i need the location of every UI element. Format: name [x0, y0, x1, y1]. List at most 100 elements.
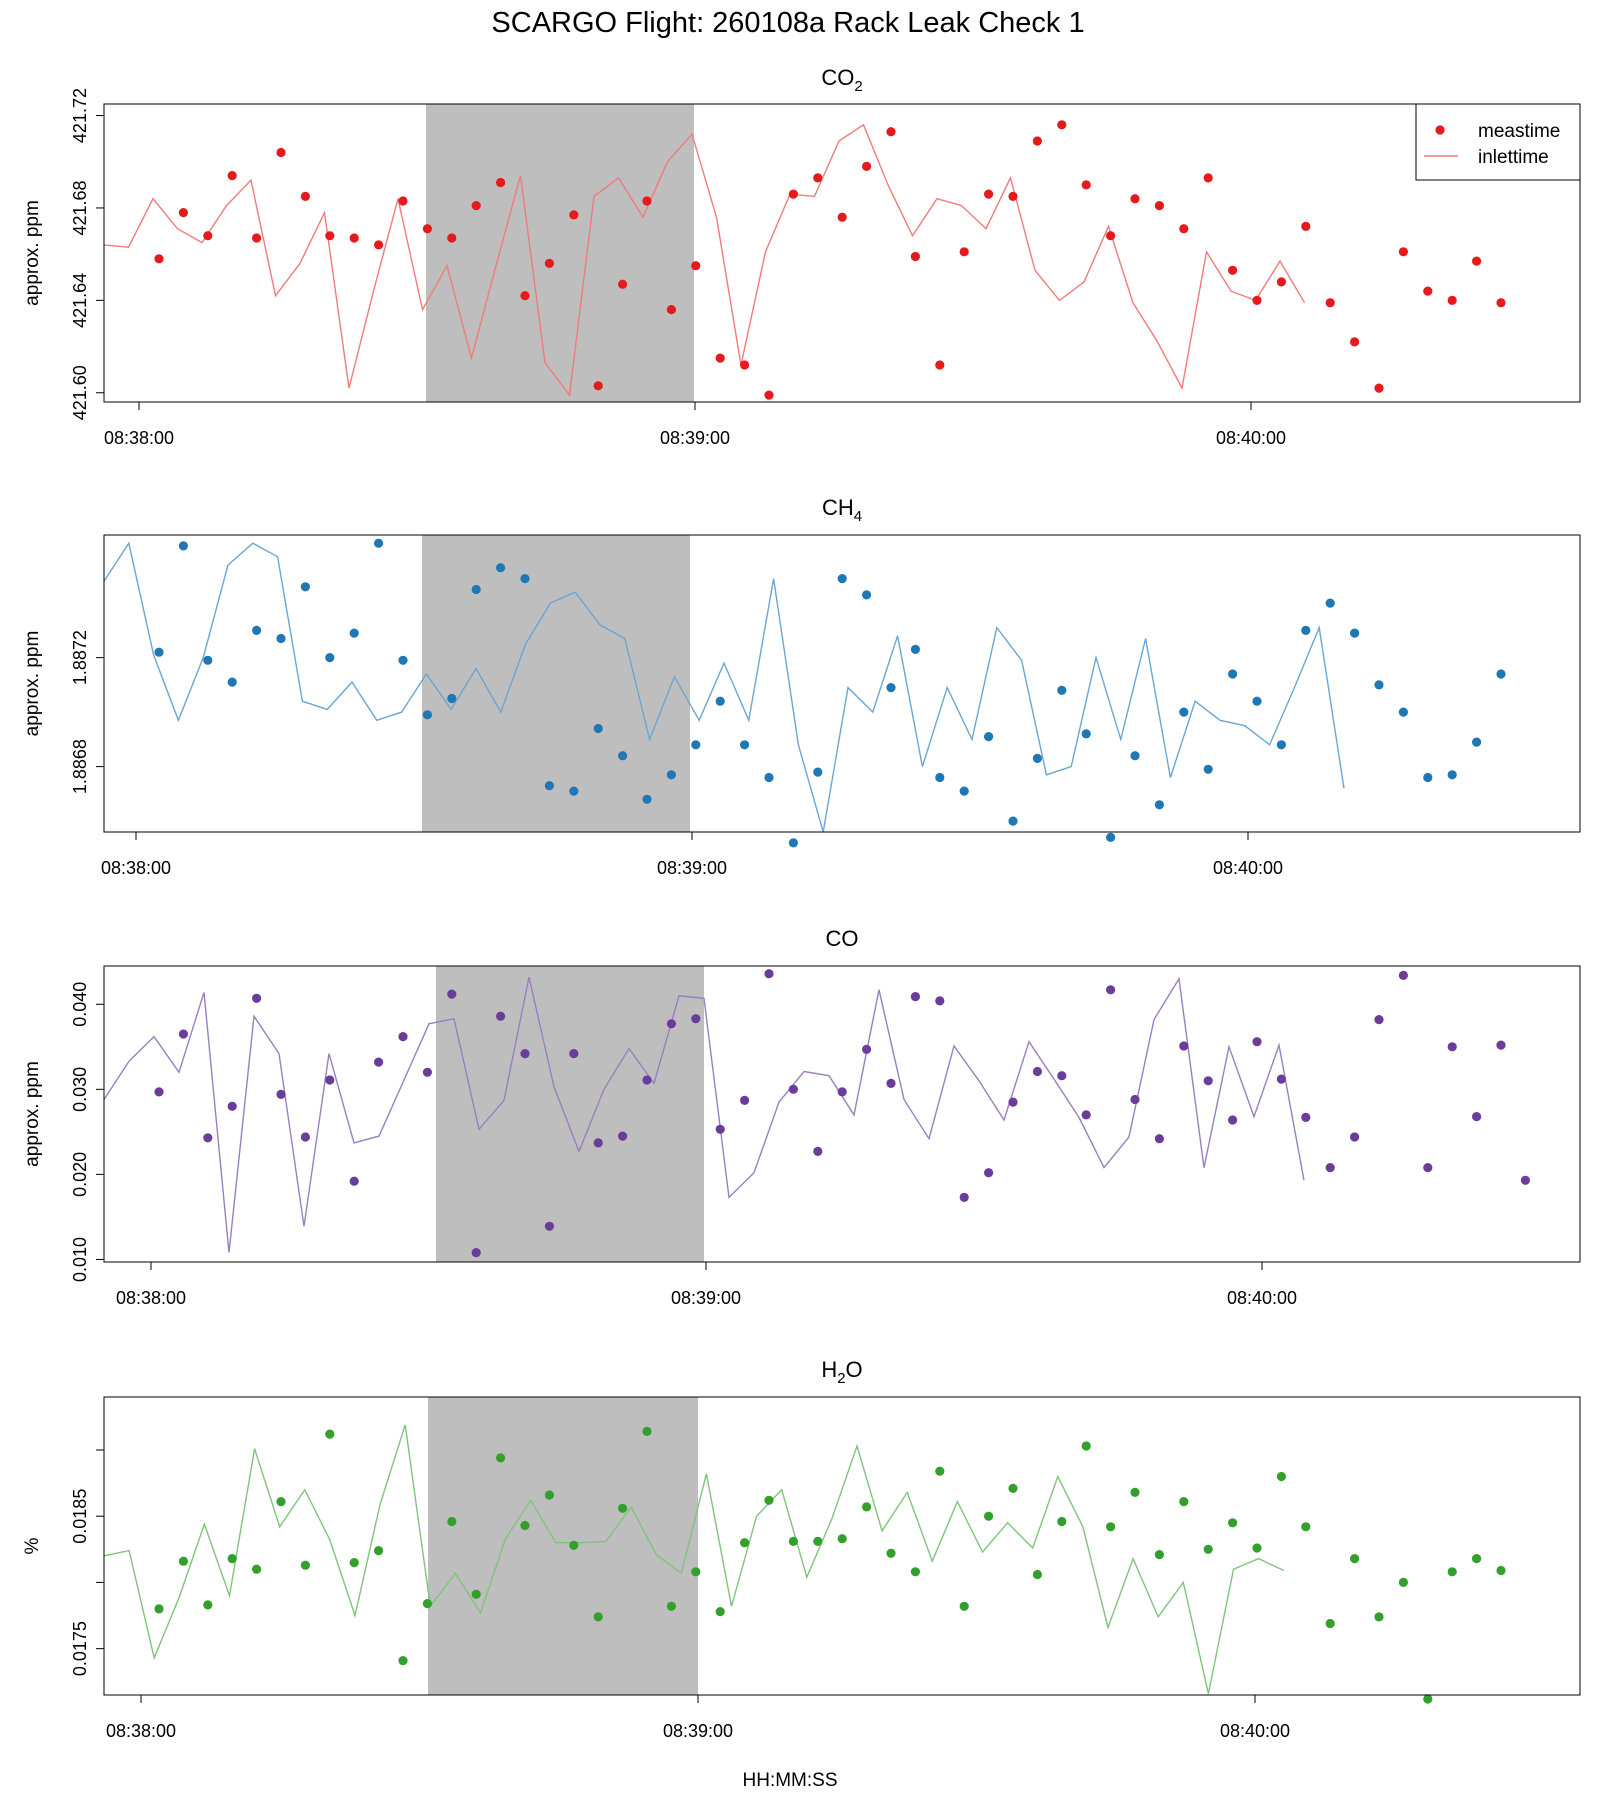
data-point-meastime — [496, 1011, 506, 1021]
data-point-meastime — [398, 1032, 408, 1042]
data-point-meastime — [666, 770, 677, 780]
data-point-meastime — [1154, 201, 1164, 211]
data-point-meastime — [1374, 383, 1384, 393]
x-axis-label: HH:MM:SS — [743, 1770, 838, 1791]
data-point-meastime — [1203, 764, 1213, 774]
panel-title-subscript: 4 — [854, 508, 862, 525]
data-point-meastime — [1350, 1554, 1360, 1564]
data-point-meastime — [1106, 1522, 1116, 1532]
data-point-meastime — [569, 210, 579, 220]
data-point-meastime — [1106, 985, 1116, 995]
data-point-meastime — [788, 838, 799, 848]
data-point-meastime — [300, 1560, 310, 1570]
data-point-meastime — [1374, 1015, 1384, 1025]
data-point-meastime — [154, 1604, 164, 1614]
data-point-meastime — [813, 1536, 823, 1546]
data-point-meastime — [227, 1101, 237, 1111]
data-point-meastime — [740, 1538, 750, 1548]
data-point-meastime — [1228, 669, 1238, 679]
data-point-meastime — [1325, 298, 1335, 308]
data-point-meastime — [642, 794, 652, 804]
legend: meastime inlettime — [1415, 103, 1581, 181]
y-tick-label: 0.0175 — [70, 1621, 90, 1676]
data-point-meastime — [764, 969, 774, 979]
data-point-meastime — [1008, 1097, 1018, 1107]
data-point-meastime — [837, 574, 847, 584]
x-tick-label: 08:40:00 — [1213, 858, 1283, 878]
data-point-meastime — [496, 563, 506, 573]
data-point-meastime — [715, 696, 725, 706]
y-tick-label: 421.72 — [70, 88, 90, 143]
data-point-meastime — [325, 1429, 335, 1439]
data-point-meastime — [203, 1600, 213, 1610]
data-point-meastime — [593, 1138, 603, 1148]
data-point-meastime — [1057, 120, 1067, 130]
data-point-meastime — [154, 254, 164, 264]
data-point-meastime — [1520, 1175, 1530, 1185]
panel-co2: CO2 421.60 421.64 421.68 421.72 approx. ppm 08… — [22, 65, 1581, 448]
data-point-meastime — [1228, 1518, 1238, 1528]
y-tick-label: 0.0185 — [70, 1489, 90, 1544]
data-point-meastime — [1252, 696, 1262, 706]
data-point-meastime — [837, 212, 847, 222]
data-point-meastime — [252, 1564, 262, 1574]
data-point-meastime — [1472, 737, 1482, 747]
data-point-meastime — [788, 189, 799, 199]
data-point-meastime — [227, 171, 237, 181]
data-point-meastime — [642, 196, 652, 206]
data-point-meastime — [1447, 1567, 1457, 1577]
data-point-meastime — [618, 279, 628, 289]
data-point-meastime — [1398, 970, 1408, 981]
data-point-meastime — [1350, 337, 1360, 347]
data-point-meastime — [1350, 1132, 1360, 1142]
data-point-meastime — [374, 538, 384, 548]
data-point-meastime — [252, 625, 262, 636]
data-point-meastime — [520, 291, 530, 301]
data-point-meastime — [691, 1014, 701, 1024]
data-point-meastime — [471, 1248, 481, 1258]
plot-frame — [103, 965, 1581, 1263]
data-point-meastime — [569, 786, 579, 796]
x-tick-label: 08:39:00 — [660, 428, 730, 448]
data-point-meastime — [593, 381, 603, 391]
data-point-meastime — [740, 1095, 750, 1105]
data-point-meastime — [1301, 221, 1311, 231]
data-point-meastime — [1423, 286, 1433, 296]
y-tick-label: 0.040 — [70, 982, 90, 1027]
data-point-meastime — [910, 1567, 921, 1577]
plot-frame — [103, 534, 1581, 833]
data-point-meastime — [1032, 753, 1042, 764]
data-point-meastime — [325, 653, 335, 663]
data-point-meastime — [1179, 1497, 1189, 1507]
data-point-meastime — [959, 786, 969, 796]
data-point-meastime — [276, 633, 286, 644]
data-point-meastime — [252, 993, 262, 1003]
data-point-meastime — [1472, 256, 1482, 266]
data-point-meastime — [862, 1044, 872, 1054]
data-point-meastime — [374, 240, 384, 250]
data-point-meastime — [325, 1075, 335, 1085]
data-point-meastime — [691, 1567, 701, 1577]
data-point-meastime — [1325, 1618, 1335, 1629]
data-point-meastime — [1008, 1483, 1018, 1493]
data-point-meastime — [1130, 751, 1140, 761]
data-point-meastime — [422, 710, 432, 720]
data-point-meastime — [984, 189, 994, 199]
data-point-meastime — [300, 191, 310, 201]
y-tick-label: 421.64 — [70, 273, 90, 328]
data-point-meastime — [618, 751, 628, 761]
data-point-meastime — [374, 1057, 384, 1067]
y-tick-label: 1.8868 — [70, 739, 90, 794]
data-point-meastime — [1496, 298, 1506, 308]
data-point-meastime — [1252, 1543, 1262, 1553]
data-point-meastime — [959, 1601, 969, 1611]
data-point-meastime — [1472, 1112, 1482, 1122]
series-line-inlettime — [104, 541, 1345, 832]
data-point-meastime — [1008, 816, 1018, 826]
data-point-meastime — [666, 1601, 677, 1611]
data-point-meastime — [984, 1511, 994, 1521]
data-point-meastime — [984, 732, 994, 742]
data-point-meastime — [154, 1087, 164, 1097]
data-point-meastime — [764, 390, 774, 400]
shaded-interval — [422, 535, 690, 832]
